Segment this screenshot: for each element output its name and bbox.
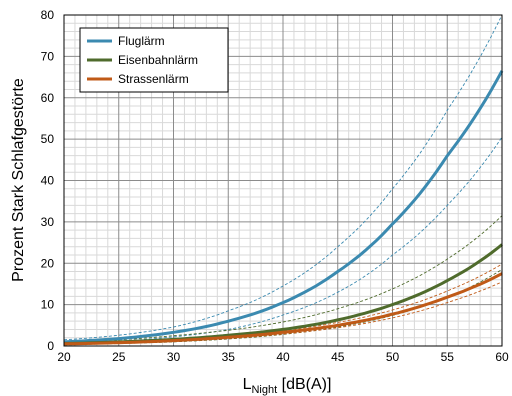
x-tick-label: 20	[57, 350, 71, 364]
x-tick-labels: 20 25 30 35 40 45 50 55 60	[57, 350, 509, 364]
x-tick-label: 60	[495, 350, 509, 364]
x-tick-label: 25	[112, 350, 126, 364]
legend: Fluglärm Eisenbahnlärm Strassenlärm	[79, 27, 229, 93]
x-tick-label: 50	[386, 350, 400, 364]
x-tick-label: 40	[276, 350, 290, 364]
series-1-ci-upper	[63, 14, 503, 341]
y-tick-label: 0	[47, 339, 54, 353]
y-tick-label: 80	[41, 8, 55, 22]
y-tick-label: 30	[41, 215, 55, 229]
x-tick-label: 55	[441, 350, 455, 364]
legend-label: Eisenbahnlärm	[118, 53, 198, 67]
x-tick-label: 45	[331, 350, 345, 364]
y-tick-label: 50	[41, 132, 55, 146]
x-axis-title: LNight [dB(A)]	[243, 376, 332, 396]
series-1-line	[63, 70, 504, 344]
series-2-ci-upper	[63, 215, 503, 343]
y-tick-label: 70	[41, 49, 55, 63]
y-tick-label: 40	[41, 174, 55, 188]
y-tick-label: 60	[41, 91, 55, 105]
x-tick-label: 35	[222, 350, 236, 364]
confidence-interval-lines	[63, 14, 503, 346]
series-lines	[63, 70, 504, 346]
series-3-line	[63, 272, 503, 346]
plot-frame	[63, 14, 503, 347]
legend-label: Strassenlärm	[118, 72, 189, 86]
y-tick-labels: 0 10 20 30 40 50 60 70 80	[41, 8, 55, 353]
y-axis-title: Prozent Stark Schlafgestörte	[10, 78, 27, 282]
series-1-ci-lower	[63, 136, 503, 344]
y-tick-label: 20	[41, 256, 55, 270]
legend-label: Fluglärm	[118, 34, 165, 48]
series-3-ci-lower	[63, 281, 503, 345]
y-tick-label: 10	[41, 298, 55, 312]
x-tick-label: 30	[167, 350, 181, 364]
